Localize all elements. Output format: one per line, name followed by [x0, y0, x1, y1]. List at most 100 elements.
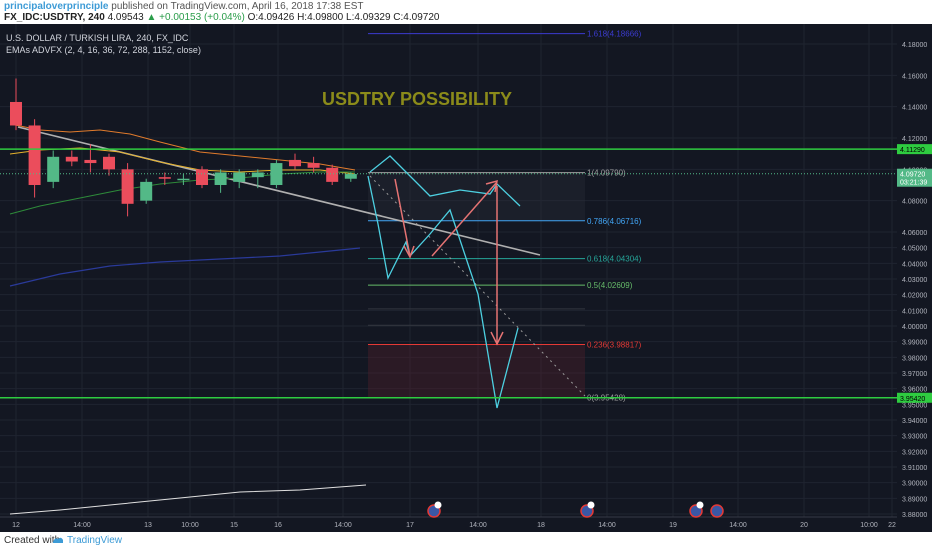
horizontal-levels[interactable] — [0, 148, 897, 399]
arrow-up[interactable] — [431, 179, 498, 257]
x-tick-label: 14:00 — [598, 522, 616, 529]
price-tag — [897, 392, 932, 403]
lower-projection-path[interactable] — [367, 175, 519, 409]
arrow-down-2[interactable] — [490, 186, 504, 346]
x-tick-label: 16 — [274, 522, 282, 529]
x-tick-label: 18 — [537, 522, 545, 529]
candle-body[interactable] — [344, 174, 357, 179]
price-chart[interactable]: 1.618(4.18666) 1(4.09790) 0.786(4.06716) 0.… — [0, 24, 932, 532]
high-value: H:4.09800 — [297, 12, 344, 23]
change-value: ▲ +0.00153 (+0.04%) — [146, 12, 245, 23]
candle-body[interactable] — [307, 163, 320, 168]
trend-line[interactable] — [17, 126, 541, 256]
candle-body[interactable] — [47, 156, 60, 182]
y-tick-label: 3.99000 — [902, 340, 927, 347]
x-tick-label: 17 — [406, 522, 414, 529]
tradingview-logo-icon — [53, 537, 63, 543]
fib-level-label: 0.236(3.98817) — [587, 341, 642, 350]
x-tick-label: 10:00 — [181, 522, 199, 529]
annotation-text[interactable]: USDTRY POSSIBILITY — [322, 89, 512, 109]
price-tag-label: 4.11290 — [900, 147, 925, 154]
last-price: 4.09543 — [107, 12, 144, 23]
candlesticks — [10, 78, 357, 217]
fib-level-label: 0.618(4.04304) — [587, 255, 642, 264]
x-tick-label: 13 — [144, 522, 152, 529]
y-tick-label: 4.02000 — [902, 293, 927, 300]
y-tick-label: 4.16000 — [902, 73, 927, 80]
candle-body[interactable] — [251, 172, 264, 178]
y-tick-label: 3.91000 — [902, 465, 927, 472]
price-tag — [897, 144, 932, 155]
x-tick-label: 14:00 — [73, 522, 91, 529]
candle-body[interactable] — [177, 178, 190, 181]
low-value: L:4.09329 — [346, 12, 391, 23]
candle-body[interactable] — [140, 181, 153, 201]
event-flag-icon[interactable] — [427, 501, 442, 518]
candle-body[interactable] — [84, 159, 97, 164]
y-tick-label: 3.94000 — [902, 418, 927, 425]
candle-body[interactable] — [233, 172, 246, 182]
x-tick-label: 15 — [230, 522, 238, 529]
candle-body[interactable] — [326, 167, 339, 182]
publish-header: principaloverprinciple published on Trad… — [0, 0, 932, 24]
open-value: O:4.09426 — [247, 12, 295, 23]
x-tick-label: 19 — [669, 522, 677, 529]
fib-band — [368, 344, 585, 398]
fib-retracement[interactable]: 1.618(4.18666) 1(4.09790) 0.786(4.06716) 0.… — [368, 30, 642, 403]
candle-body[interactable] — [196, 169, 208, 185]
y-tick-label: 3.88000 — [902, 512, 927, 519]
indicator-legend: EMAs ADVFX (2, 4, 16, 36, 72, 288, 1152,… — [6, 45, 201, 55]
fib-level-label: 0.5(4.02609) — [587, 281, 633, 290]
x-tick-label: 14:00 — [469, 522, 487, 529]
candle-body[interactable] — [289, 159, 301, 167]
y-tick-label: 4.06000 — [902, 230, 927, 237]
x-tick-label: 20 — [800, 522, 808, 529]
candle-body[interactable] — [65, 156, 78, 162]
y-tick-label: 4.18000 — [902, 42, 927, 49]
price-axis[interactable] — [897, 24, 932, 532]
chart-background — [0, 24, 932, 532]
x-tick-label: 10:00 — [860, 522, 878, 529]
ohlc-line: FX_IDC:USDTRY, 240 4.09543 ▲ +0.00153 (+… — [4, 12, 439, 23]
fib-band — [368, 172, 585, 221]
current-price-tag — [897, 168, 932, 187]
footer: Created with TradingView — [0, 532, 932, 550]
y-tick-label: 3.96000 — [902, 387, 927, 394]
fib-level-label: 1(4.09790) — [587, 169, 626, 178]
ema-green-line — [9, 171, 355, 215]
x-tick-label: 12 — [12, 522, 20, 529]
x-axis-labels[interactable]: 12 14:00 13 10:00 15 16 14:00 17 14:00 18 14:00 19 1… — [12, 522, 896, 529]
arrow-down-1[interactable] — [394, 178, 415, 259]
price-tag-label: 3.95420 — [900, 396, 925, 403]
author-link[interactable]: principaloverprinciple — [4, 1, 109, 12]
y-tick-label: 3.89000 — [902, 496, 927, 503]
ema-blue-line — [9, 247, 361, 287]
x-tick-label: 22 — [888, 522, 896, 529]
y-tick-label: 4.01000 — [902, 308, 927, 315]
candle-body[interactable] — [28, 125, 41, 185]
y-tick-label: 3.98000 — [902, 355, 927, 362]
event-flag-icon[interactable] — [689, 501, 704, 518]
y-tick-label: 3.93000 — [902, 434, 927, 441]
countdown-label: 03:21:39 — [900, 180, 927, 187]
x-tick-label: 14:00 — [334, 522, 352, 529]
candle-body[interactable] — [103, 156, 115, 170]
symbol-label: FX_IDC:USDTRY, 240 — [4, 12, 105, 23]
candle-body[interactable] — [158, 177, 171, 179]
y-tick-label: 3.92000 — [902, 449, 927, 456]
fib-level-label: 1.618(4.18666) — [587, 30, 642, 39]
event-flag-icon[interactable] — [580, 501, 595, 518]
y-tick-label: 4.12000 — [902, 136, 927, 143]
candle-body[interactable] — [10, 101, 22, 126]
y-tick-label: 4.08000 — [902, 199, 927, 206]
event-flag-icon[interactable] — [710, 504, 724, 518]
y-tick-label: 4.03000 — [902, 277, 927, 284]
candle-body[interactable] — [121, 169, 134, 204]
close-value: C:4.09720 — [393, 12, 440, 23]
candle-body[interactable] — [214, 172, 227, 185]
created-with-text: Created with — [4, 535, 61, 546]
tradingview-brand[interactable]: TradingView — [67, 535, 123, 546]
fib-level-label: 0.786(4.06716) — [587, 217, 642, 226]
y-tick-label: 4.05000 — [902, 246, 927, 253]
